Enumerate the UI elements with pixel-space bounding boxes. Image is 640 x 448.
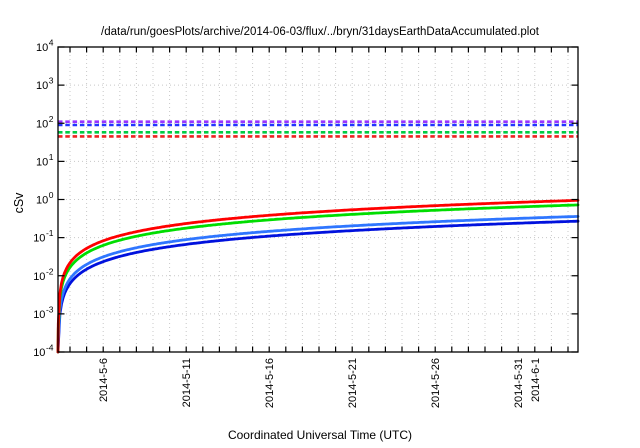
y-tick-label: 10-4 [33,343,54,360]
y-tick-label: 102 [36,114,54,131]
y-tick-label: 104 [36,38,54,55]
y-tick-label: 101 [36,152,54,169]
y-tick-label: 100 [36,190,54,207]
y-tick-label: 10-1 [33,228,54,245]
x-tick-label: 2014-5-26 [430,358,442,408]
darkblue-accumulated-dose-curve [56,219,580,354]
x-tick-label: 2014-5-6 [98,358,110,402]
green-accumulated-dose-curve [56,203,580,354]
x-axis-label: Coordinated Universal Time (UTC) [227,428,413,442]
x-tick-label: 2014-6-1 [530,358,542,402]
x-tick-label: 2014-5-31 [513,358,525,408]
y-tick-label: 103 [36,76,54,93]
chart-title: /data/run/goesPlots/archive/2014-06-03/f… [101,26,539,38]
red-accumulated-dose-curve [56,198,580,354]
x-tick-label: 2014-5-21 [347,358,359,408]
x-tick-label: 2014-5-16 [264,358,276,408]
lightblue-accumulated-dose-curve [56,214,580,354]
x-tick-label: 2014-5-11 [181,358,193,407]
y-tick-label: 10-2 [33,266,54,283]
y-tick-label: 10-3 [33,304,54,321]
